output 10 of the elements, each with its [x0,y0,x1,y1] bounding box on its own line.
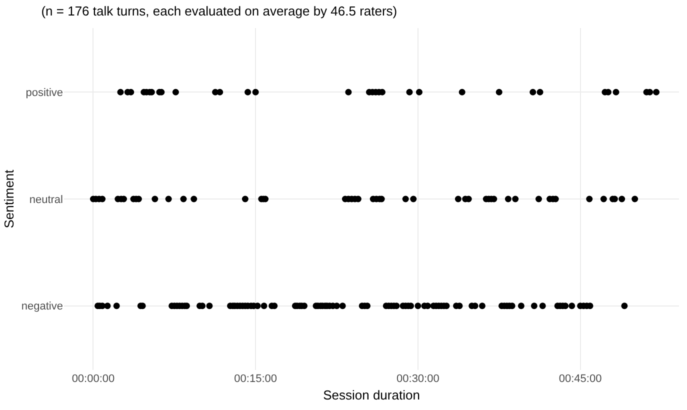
y-tick-label: positive [26,86,63,99]
x-tick-label: 00:30:00 [396,373,440,385]
x-tick-label: 00:45:00 [558,373,602,385]
x-axis-title: Session duration [323,388,420,403]
x-tick-label: 00:00:00 [72,373,115,385]
chart-title: (n = 176 talk turns, each evaluated on average by 46.5 raters) [41,3,398,18]
y-tick-label: neutral [29,194,63,206]
x-tick-label: 00:15:00 [234,373,277,385]
y-axis-title: Sentiment [1,169,16,228]
y-tick-label: negative [21,300,63,313]
